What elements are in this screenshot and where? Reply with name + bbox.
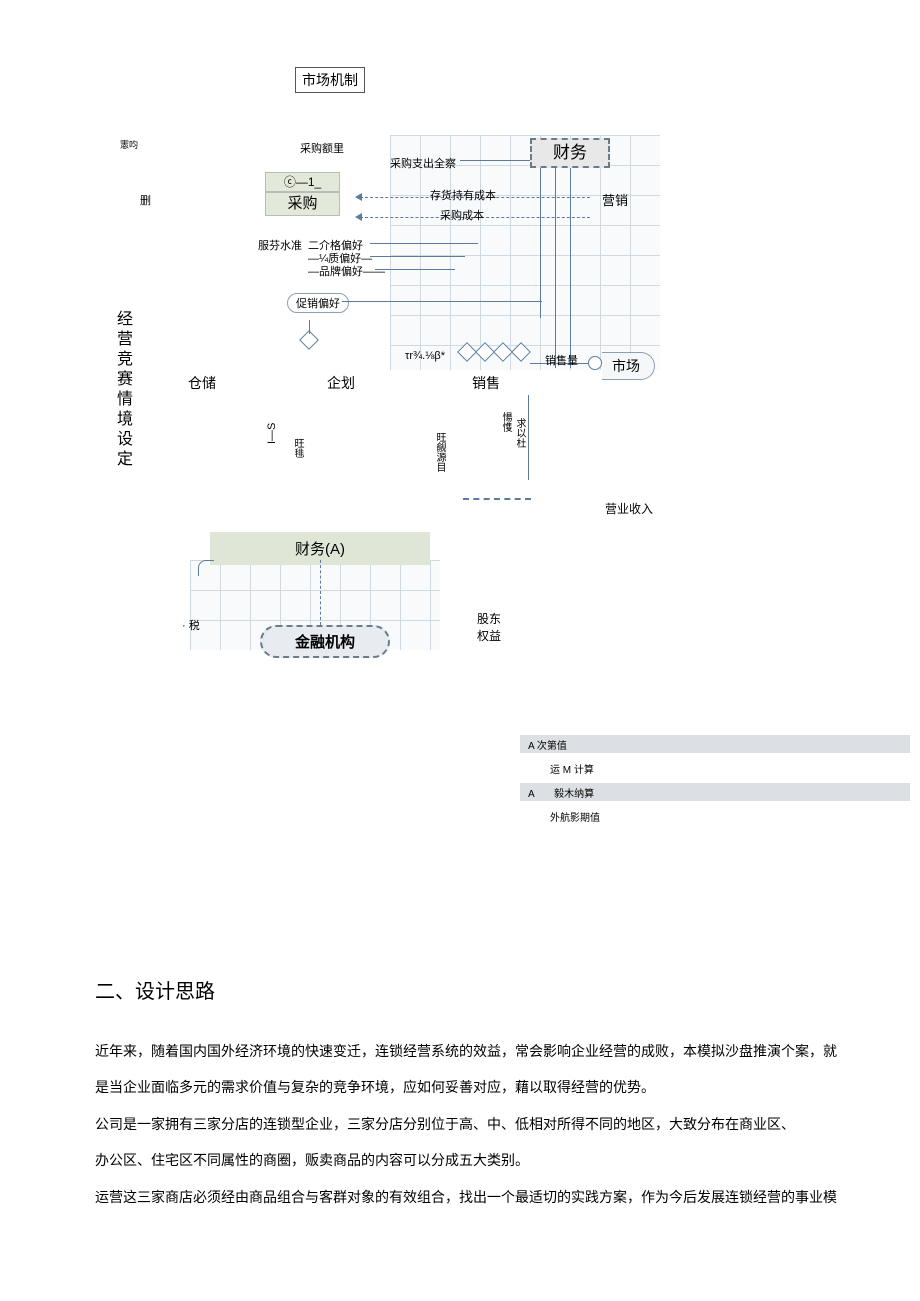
marketing-label: 营销 (602, 190, 628, 209)
label-pref-brand: —品牌偏好—— (308, 263, 385, 279)
label-sales-vol: 销售量 (545, 352, 578, 368)
hline-pref1 (370, 243, 478, 244)
side-heading: 经营竞赛情境设定 (110, 310, 134, 470)
c1-box: ⓒ—1_ (265, 172, 340, 192)
para-2: 是当企业面临多元的需求价值与复杂的竞争环境，应如何妥善对应，藉以取得经营的优势。 (95, 1071, 905, 1107)
hline-pref3 (375, 269, 455, 270)
list-table: A 次第值 运 M 计算 A 毅木纳算 外航影期值 (520, 735, 910, 831)
label-planning: 企划 (327, 373, 355, 393)
label-revenue: 营业收入 (605, 500, 653, 517)
label-del: 删 (140, 192, 151, 208)
hline-promo (342, 301, 542, 302)
diamond-1-stem (309, 320, 310, 334)
label-tax: · 税 (182, 617, 200, 633)
label-procurement-expense: 采购支出全察 (390, 155, 456, 171)
para-4: 办公区、住宅区不同属性的商圈，贩卖商品的内容可以分成五大类别。 (95, 1144, 905, 1180)
label-service-level: 服芬水准 (258, 237, 302, 253)
hline-pref2 (370, 256, 465, 257)
circle-market (588, 356, 602, 370)
label-warehouse: 仓储 (188, 373, 216, 393)
page-title-box: 市场机制 (295, 67, 365, 93)
arrow-purchase-cost (355, 213, 362, 221)
curve-decor (198, 560, 214, 576)
body-text: 近年来，随着国内国外经济环境的快速变迁，连锁经营系统的效益，常会影响企业经营的成… (95, 1035, 905, 1217)
label-trbeta: τr¾.⅛β* (405, 350, 445, 362)
hline-dash-mid (463, 498, 531, 500)
arrow-inventory (355, 193, 362, 201)
hline-proc (460, 160, 530, 161)
list-row-1: A 次第值 (520, 735, 910, 753)
vline-sales (528, 395, 529, 480)
vline-3 (570, 168, 571, 368)
label-purchase-cost: 采购成本 (440, 207, 484, 223)
vtext-2: 求以杜 (512, 418, 527, 448)
promo-pill: 促销偏好 (287, 293, 349, 313)
label-equity: 股东 权益 (477, 610, 501, 644)
finance-box: 财务 (530, 138, 610, 168)
para-5: 运营这三家商店必须经由商品组合与客群对象的有效组合，找出一个最适切的实践方案，作… (95, 1181, 905, 1217)
label-inventory-cost: 存货持有成本 (430, 187, 496, 203)
label-sales: 销售 (472, 373, 500, 393)
vline-lower-dash (320, 560, 321, 625)
para-3: 公司是一家拥有三家分店的连锁型企业，三家分店分别位于高、中、低相对所得不同的地区… (95, 1108, 905, 1144)
para-1: 近年来，随着国内国外经济环境的快速变迁，连锁经营系统的效益，常会影响企业经营的成… (95, 1035, 905, 1071)
list-row-2: 运 M 计算 (520, 759, 910, 777)
tiny-glyph: 憲呁 (120, 138, 138, 151)
fin-inst-pill: 金融机构 (260, 625, 390, 658)
list-row-4: 外航影期值 (520, 807, 910, 825)
vline-2 (555, 168, 556, 368)
vtext-4: 旺觎源目 (432, 432, 447, 472)
list-row-3: A 毅木纳算 (520, 783, 910, 801)
vtext-1: 愓愯 (498, 412, 513, 432)
purchase-box: 采购 (265, 192, 340, 216)
market-pill: 市场 (602, 352, 655, 380)
vline-1 (540, 168, 541, 318)
vtext-3: 旺毴 (290, 438, 305, 458)
label-procurement-amount: 采购额里 (300, 140, 344, 156)
section-heading: 二、设计思路 (95, 975, 215, 1004)
